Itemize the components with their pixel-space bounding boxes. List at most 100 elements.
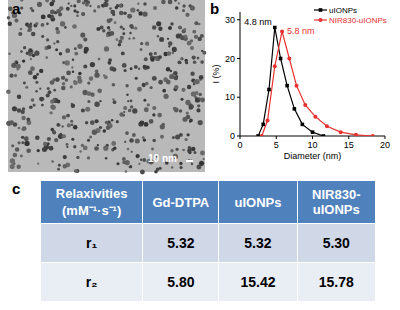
nanoparticle (17, 141, 20, 144)
nanoparticle (30, 58, 32, 60)
nanoparticle (20, 6, 23, 9)
nanoparticle (173, 107, 177, 111)
nanoparticle (178, 2, 180, 4)
nanoparticle (116, 120, 119, 123)
tem-background (8, 0, 205, 172)
nanoparticle (70, 85, 73, 88)
nanoparticle (59, 133, 62, 136)
nanoparticle (31, 9, 34, 12)
nanoparticle (30, 66, 35, 71)
nanoparticle (112, 98, 114, 100)
data-point (261, 123, 265, 127)
nanoparticle (143, 99, 146, 102)
nanoparticle (92, 130, 97, 135)
table-cell: 15.42 (219, 263, 296, 301)
nanoparticle (70, 5, 72, 7)
data-point (313, 115, 317, 119)
nanoparticle (149, 86, 152, 89)
x-tick-label: 10 (307, 140, 317, 150)
nanoparticle (172, 136, 175, 139)
data-point (311, 130, 315, 134)
nanoparticle (109, 7, 112, 10)
nanoparticle (108, 58, 112, 62)
nanoparticle (131, 151, 133, 153)
nanoparticle (103, 129, 106, 132)
x-tick (385, 136, 386, 139)
nanoparticle (179, 33, 182, 36)
nanoparticle (154, 52, 157, 55)
nanoparticle (21, 116, 25, 120)
nanoparticle (53, 89, 56, 92)
nanoparticle (152, 139, 156, 143)
nanoparticle (10, 164, 15, 169)
nanoparticle (17, 94, 21, 98)
nanoparticle (66, 7, 70, 11)
nanoparticle (111, 119, 113, 121)
table-cell: 15.78 (298, 263, 375, 301)
nanoparticle (90, 120, 95, 125)
nanoparticle (11, 144, 14, 147)
nanoparticle (49, 2, 54, 7)
nanoparticle (20, 28, 23, 31)
plot-area (256, 26, 374, 136)
nanoparticle (84, 50, 88, 54)
nanoparticle (20, 155, 23, 158)
nanoparticle (90, 62, 95, 67)
nanoparticle (22, 126, 27, 131)
nanoparticle (190, 46, 194, 50)
nanoparticle (103, 2, 108, 7)
header-cell: Relaxivities (mM⁻¹·s⁻¹) (41, 181, 142, 223)
nanoparticle (169, 74, 174, 79)
nanoparticle (119, 4, 123, 8)
nanoparticle (26, 148, 31, 153)
nanoparticle (200, 151, 205, 156)
nanoparticle (127, 148, 130, 151)
nanoparticle (50, 100, 54, 104)
nanoparticle (160, 135, 164, 139)
data-point (273, 26, 277, 30)
data-point (267, 88, 271, 92)
nanoparticle (195, 97, 200, 102)
data-point (295, 84, 299, 88)
nanoparticle (149, 52, 153, 56)
nanoparticle (152, 113, 155, 116)
table-cell: 5.32 (143, 224, 218, 262)
nanoparticle (37, 163, 39, 165)
x-tick (276, 136, 277, 139)
header-row: Relaxivities (mM⁻¹·s⁻¹)Gd-DTPAuIONPsNIR8… (41, 181, 375, 223)
table-cell: 5.32 (219, 224, 296, 262)
nanoparticle (73, 4, 76, 7)
nanoparticle (22, 59, 25, 62)
nanoparticle (24, 141, 29, 146)
nanoparticle (76, 11, 79, 14)
nanoparticle (28, 70, 33, 75)
nanoparticle (149, 119, 154, 124)
nanoparticle (37, 149, 40, 152)
nanoparticle (13, 153, 18, 158)
header-cell: uIONPs (219, 181, 296, 223)
nanoparticle (122, 63, 127, 68)
nanoparticle (76, 156, 79, 159)
nanoparticle (66, 114, 70, 118)
nanoparticle (39, 97, 44, 102)
nanoparticle (10, 158, 15, 163)
nanoparticle (147, 103, 150, 106)
nanoparticle (116, 162, 119, 165)
nanoparticle (137, 2, 139, 4)
nanoparticle (41, 35, 44, 38)
nanoparticle (196, 165, 201, 170)
nanoparticle (71, 123, 74, 126)
nanoparticle (142, 11, 147, 16)
nanoparticle (71, 104, 75, 108)
nanoparticle (6, 89, 11, 94)
nanoparticle (193, 80, 197, 84)
nanoparticle (77, 75, 81, 79)
nanoparticle (119, 11, 124, 16)
nanoparticle (121, 51, 125, 55)
nanoparticle (185, 100, 190, 105)
nanoparticle (171, 166, 173, 168)
nanoparticle (54, 138, 58, 142)
nanoparticle (184, 138, 187, 141)
nanoparticle (145, 42, 149, 46)
nanoparticle (83, 64, 87, 68)
